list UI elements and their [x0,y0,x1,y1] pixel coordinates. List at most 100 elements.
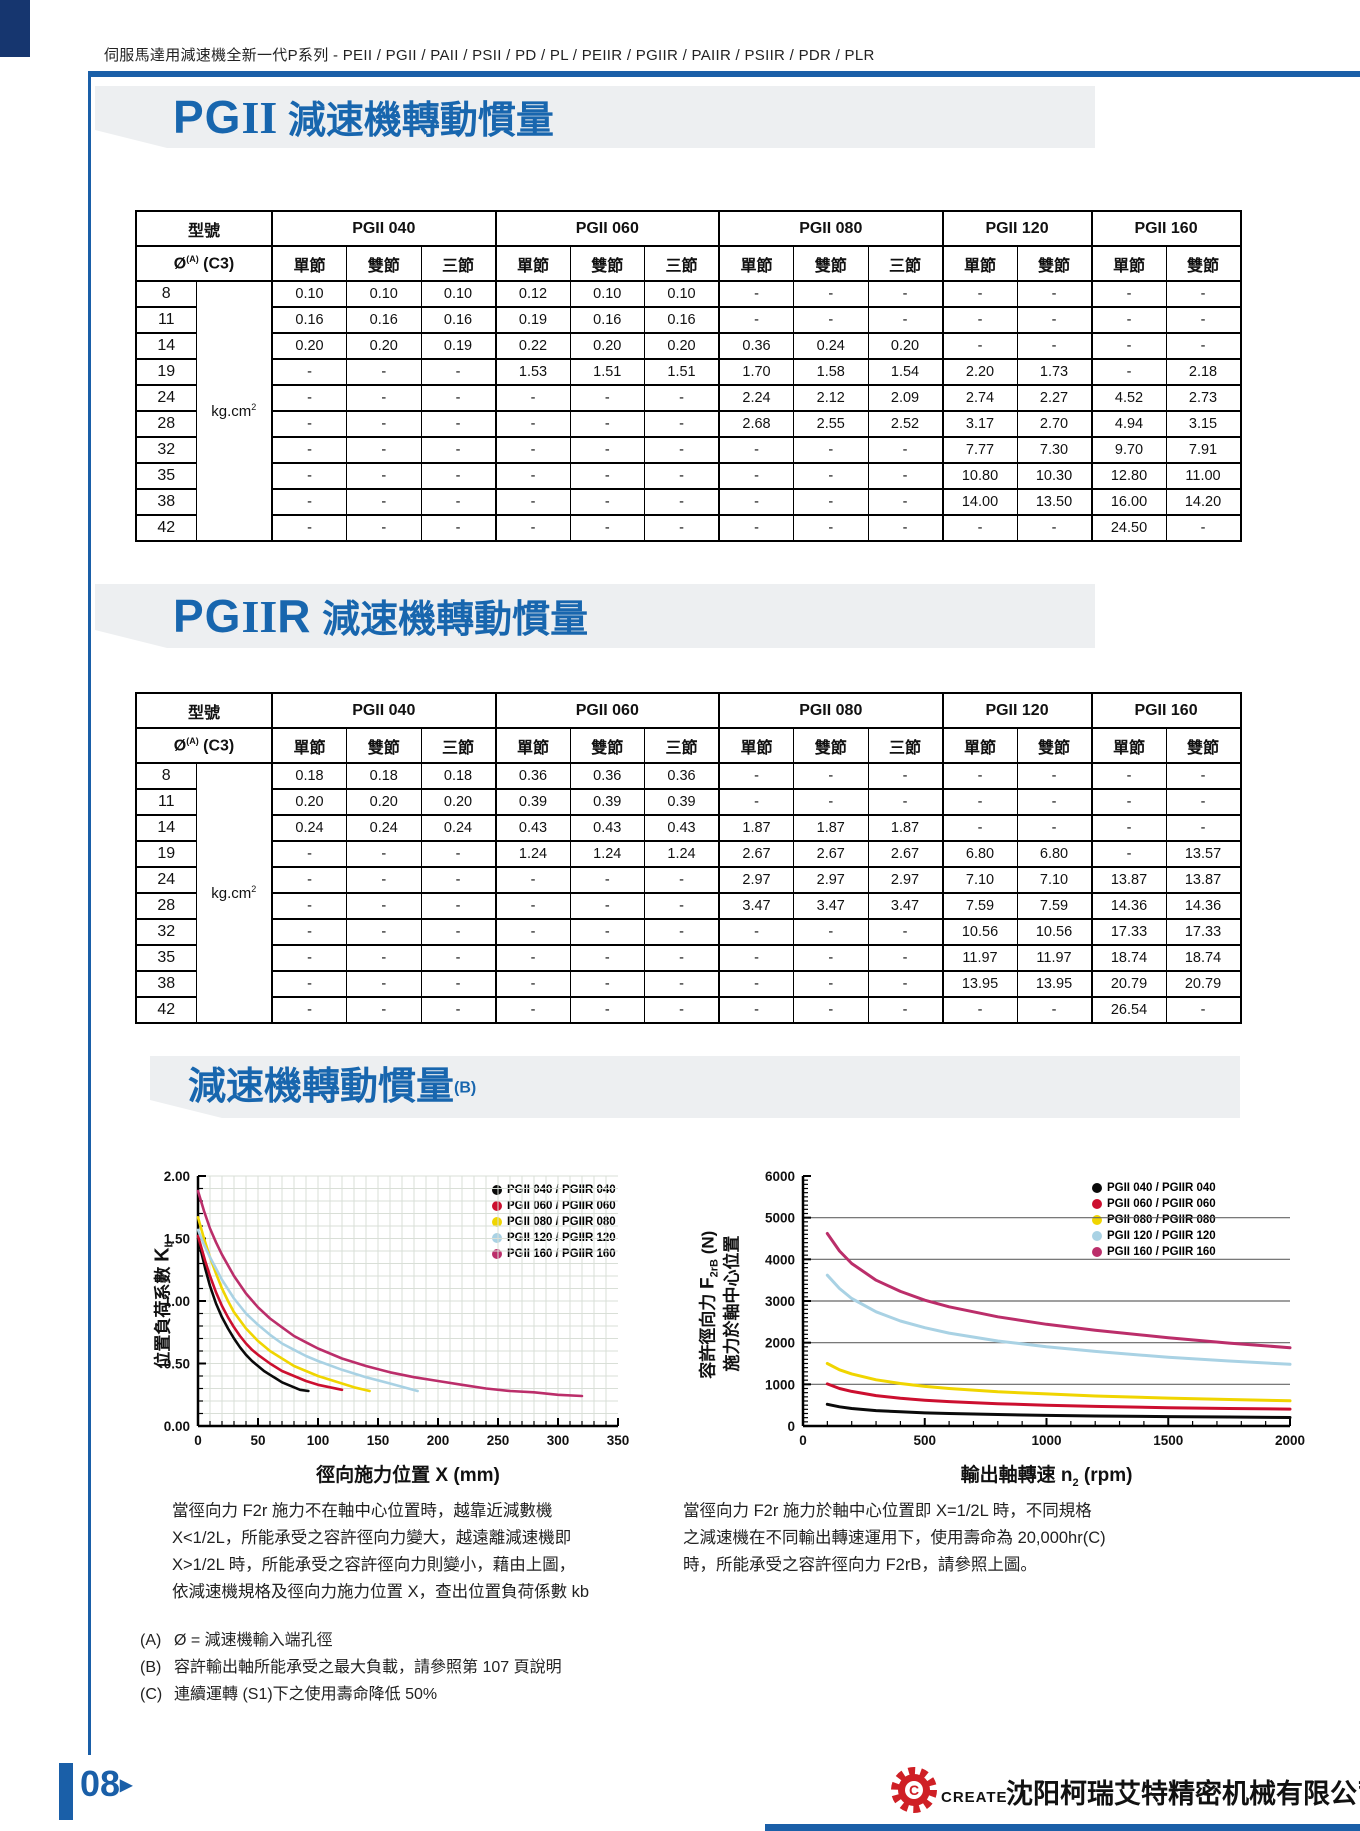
value-cell: - [346,462,422,490]
value-cell: 11.97 [941,944,1018,972]
model-group-header: PGII 080 [718,210,944,247]
value-cell: 17.33 [1090,918,1167,946]
value-cell: 0.43 [569,814,646,842]
value-cell: - [644,436,720,464]
value-cell: 14.20 [1165,488,1242,516]
value-cell: 3.47 [793,892,869,920]
value-cell: - [718,280,795,308]
value-cell: 2.12 [793,384,869,412]
value-cell: 0.36 [494,762,571,790]
footnote-text: 容許輸出軸所能承受之最大負載，請參照第 107 頁說明 [174,1659,562,1676]
y-tick-label: 0.50 [164,1357,190,1372]
value-cell: - [941,280,1018,308]
value-cell: - [271,514,348,542]
value-cell: 2.74 [941,384,1018,412]
series-PGII 060 / PGIIR 060 [825,1382,1292,1411]
value-cell: 0.22 [494,332,571,360]
value-cell: - [569,866,646,894]
value-cell: - [346,892,422,920]
stage-header: 雙節 [793,245,869,282]
value-cell: 7.10 [1016,866,1093,894]
value-cell: - [644,514,720,542]
unit-cell: kg.cm2 [195,280,273,542]
value-cell: - [346,944,422,972]
legend-label: PGII 080 / PGIIR 080 [1107,1214,1216,1226]
value-cell: - [1016,788,1093,816]
title-roman: II [241,92,278,143]
note-line: 之減速機在不同輸出轉速運用下，使用壽命為 20,000hr(C) [683,1529,1106,1547]
value-cell: 3.15 [1165,410,1242,438]
value-cell: 10.80 [941,462,1018,490]
value-cell: 0.39 [494,788,571,816]
value-cell: - [718,306,795,334]
value-cell: - [494,970,571,998]
table-row: 42- - - - - - - - - - -24.50- [135,514,1242,542]
value-cell: 0.20 [271,788,348,816]
stage-header: 單節 [494,727,571,764]
value-cell: 11.00 [1165,462,1242,490]
table-row: 8 kg.cm2 0.10 0.10 0.10 0.12 0.10 0.10- - - - - - - [135,280,1242,542]
note-line: 當徑向力 F2r 施力不在軸中心位置時，越靠近減數機 [172,1502,553,1520]
value-cell: 4.52 [1090,384,1167,412]
x-tick-label: 0 [799,1433,807,1448]
model-group-header: PGII 120 [941,210,1093,247]
value-cell: - [420,358,497,386]
model-group-header: PGII 160 [1090,692,1242,729]
value-cell: - [346,514,422,542]
value-cell: - [346,970,422,998]
diameter-cell: 19 [135,840,197,868]
value-cell: 2.70 [1016,410,1093,438]
value-cell: 0.39 [569,788,646,816]
diameter-cell: 8 [135,280,197,308]
value-cell: 0.10 [644,280,720,308]
value-cell: - [271,384,348,412]
stage-header: 單節 [271,245,348,282]
value-cell: 0.43 [644,814,720,842]
title-cjk: 減速機轉動慣量 [188,1066,455,1108]
title-cjk: 減速機轉動慣量 [311,599,589,641]
value-cell: - [1016,332,1093,360]
value-cell: 1.58 [793,358,869,386]
stage-header: 雙節 [793,727,869,764]
value-cell: - [420,970,497,998]
model-group-header: PGII 080 [718,692,944,729]
chart-kb-svg: 0 50 100 150 200 250 300 350 0.00 0.50 1.00 1.50 2.0… [164,1169,630,1448]
value-cell: 2.67 [718,840,795,868]
value-cell: 0.24 [793,332,869,360]
band-notch [95,630,167,648]
value-cell: - [494,462,571,490]
series-PGII 120 / PGIIR 120 [825,1273,1292,1366]
x-tick-label: 250 [487,1433,510,1448]
value-cell: 0.36 [569,762,646,790]
value-cell: - [1090,358,1167,386]
value-cell: 2.97 [867,866,944,894]
note-line: 當徑向力 F2r 施力於軸中心位置即 X=1/2L 時，不同規格 [683,1502,1092,1520]
value-cell: 7.30 [1016,436,1093,464]
note-line: X>1/2L 時，所能承受之容許徑向力則變小，藉由上圖， [172,1556,576,1574]
value-cell: 0.16 [644,306,720,334]
stage-header: 單節 [494,245,571,282]
value-cell: - [793,762,869,790]
value-cell: 24.50 [1090,514,1167,542]
value-cell: 18.74 [1090,944,1167,972]
value-cell: - [793,436,869,464]
value-cell: 0.19 [494,306,571,334]
stage-header: 單節 [941,245,1018,282]
value-cell: - [867,462,944,490]
value-cell: - [867,944,944,972]
footer-accent-bar [59,1763,73,1820]
value-cell: - [271,410,348,438]
value-cell: 0.16 [420,306,497,334]
stage-header: 雙節 [1016,727,1093,764]
table-row: 14 0.24 0.24 0.24 0.43 0.43 0.43 1.87 1.87 1.87- -… [135,814,1242,842]
value-cell: 2.97 [718,866,795,894]
value-cell: 1.53 [494,358,571,386]
series-PGII 160 / PGIIR 160 [196,1189,584,1398]
value-cell: - [1016,280,1093,308]
title-latin-r: R [277,590,312,642]
arrow-icon: ▶ [120,1777,133,1794]
title-superscript: (B) [454,1079,477,1097]
value-cell: - [569,514,646,542]
value-cell: - [494,410,571,438]
value-cell: 2.68 [718,410,795,438]
